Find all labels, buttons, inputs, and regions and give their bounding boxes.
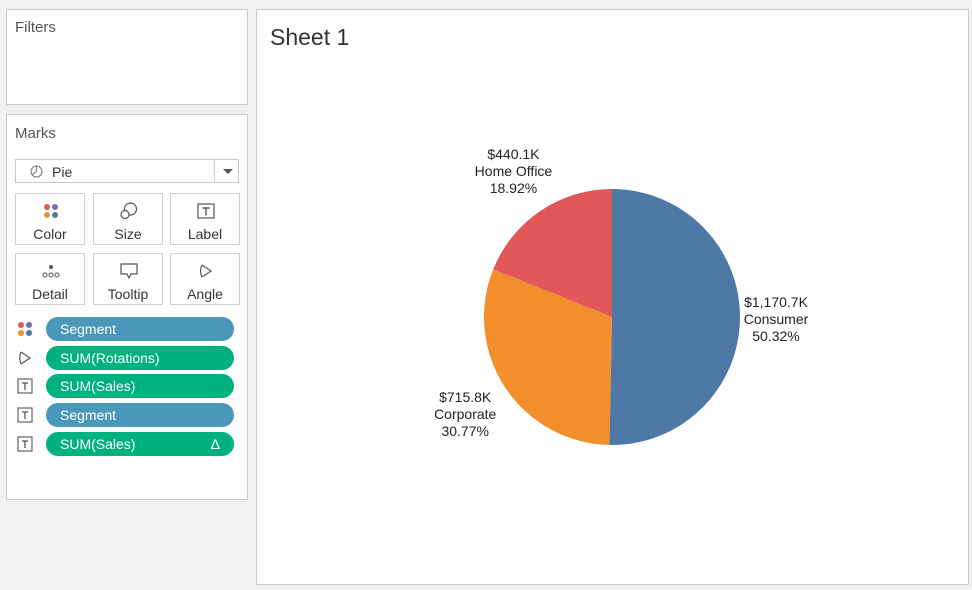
size-button[interactable]: Size (93, 193, 163, 245)
slice-label-corporate: $715.8K Corporate 30.77% (434, 389, 496, 439)
dropdown-separator (214, 160, 215, 182)
mark-type-label: Pie (52, 164, 73, 180)
label-button-label: Label (187, 226, 223, 242)
angle-button-label: Angle (187, 286, 223, 302)
angle-icon (19, 351, 32, 365)
label-text-icon (17, 407, 33, 423)
marks-card: Marks Pie Color Size Label (6, 114, 248, 500)
segment-color-pill[interactable]: Segment (46, 317, 234, 341)
pill-label: SUM(Sales) (60, 378, 136, 394)
filters-card[interactable]: Filters (6, 9, 248, 105)
pill-label: SUM(Rotations) (60, 350, 160, 366)
color-button-label: Color (33, 226, 67, 242)
sheet-title: Sheet 1 (270, 24, 350, 50)
detail-button[interactable]: Detail (15, 253, 85, 305)
detail-dots-icon (42, 265, 60, 278)
slice-label-home-office: $440.1K Home Office 18.92% (475, 146, 553, 196)
rotations-angle-pill[interactable]: SUM(Rotations) (46, 346, 234, 370)
color-dots-icon (44, 204, 58, 218)
tooltip-button[interactable]: Tooltip (93, 253, 163, 305)
size-icon (120, 202, 138, 220)
tooltip-button-label: Tooltip (107, 286, 149, 302)
color-dots-icon (18, 322, 32, 336)
slice-label-consumer: $1,170.7K Consumer 50.32% (744, 294, 809, 344)
detail-button-label: Detail (32, 286, 68, 302)
chevron-down-icon[interactable] (223, 169, 233, 174)
label-text-icon (17, 378, 33, 394)
size-button-label: Size (114, 226, 142, 242)
marks-title: Marks (15, 125, 56, 142)
pie-chart: $1,170.7K Consumer 50.32% $715.8K Corporate 3… (434, 146, 809, 446)
sales-label-pill[interactable]: SUM(Sales) (46, 374, 234, 398)
sales-percent-label-pill[interactable]: SUM(Sales) Δ (46, 432, 234, 456)
label-text-icon (197, 203, 215, 219)
label-button[interactable]: Label (170, 193, 240, 245)
color-button[interactable]: Color (15, 193, 85, 245)
pie-icon (30, 165, 43, 178)
sheet-view: Sheet 1 $1,170.7K Consumer 50.32% $715.8K Co… (256, 9, 969, 585)
segment-label-pill[interactable]: Segment (46, 403, 234, 427)
table-calc-delta-icon: Δ (210, 436, 220, 452)
pie-slice-corporate[interactable] (484, 269, 612, 445)
pie-slice-consumer[interactable] (609, 189, 741, 446)
tooltip-icon (120, 263, 138, 280)
angle-icon (199, 264, 213, 278)
mark-type-dropdown[interactable]: Pie (15, 159, 239, 183)
pill-label: SUM(Sales) (60, 436, 136, 452)
angle-button[interactable]: Angle (170, 253, 240, 305)
pill-label: Segment (60, 321, 117, 337)
label-text-icon (17, 436, 33, 452)
pill-label: Segment (60, 407, 117, 423)
pie-slice-home-office[interactable] (493, 189, 612, 317)
filters-title: Filters (15, 19, 56, 36)
